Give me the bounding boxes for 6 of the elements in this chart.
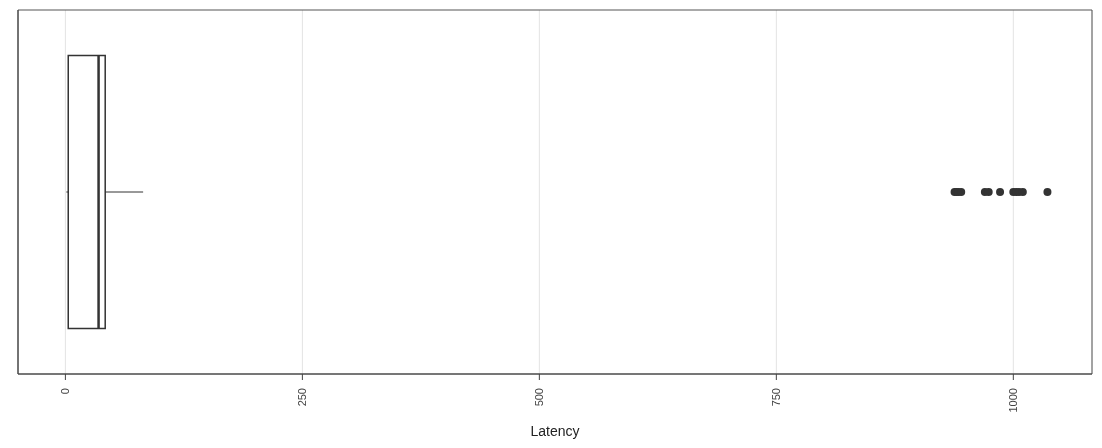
x-tick-label: 750 [770,388,783,407]
x-tick-label: 1000 [1007,388,1020,413]
x-tick-label: 0 [59,388,72,395]
x-axis-title: Latency [530,423,580,439]
x-tick-label: 500 [533,388,546,407]
x-tick-label: 250 [296,388,309,407]
